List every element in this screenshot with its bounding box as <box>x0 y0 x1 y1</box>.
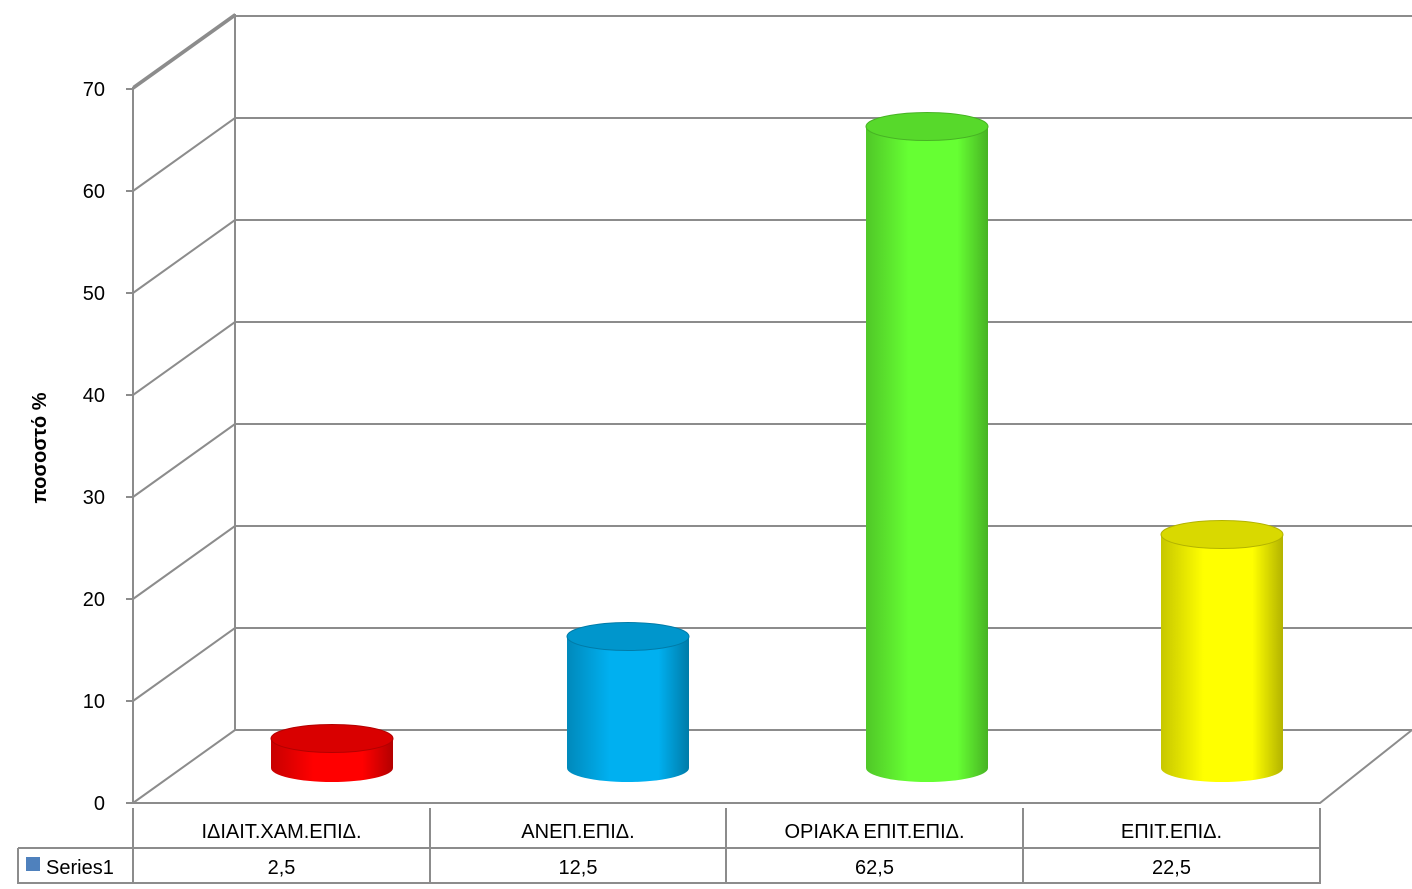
legend-swatch <box>26 857 40 871</box>
y-tick-label: 30 <box>83 487 105 509</box>
bar-1 <box>270 724 394 782</box>
y-tick-label: 50 <box>83 283 105 305</box>
data-table-value: 12,5 <box>559 857 598 879</box>
gridline <box>132 15 1412 90</box>
data-table-value: 2,5 <box>268 857 296 879</box>
bar-top <box>1160 520 1284 549</box>
y-axis-ticks: 0 10 20 30 40 50 60 70 <box>83 79 133 815</box>
floor <box>129 729 1412 804</box>
bar-body <box>866 126 988 782</box>
x-category-label: ΙΔΙΑΙΤ.ΧΑΜ.ΕΠΙΔ. <box>201 821 361 843</box>
x-category-label: ΕΠΙΤ.ΕΠΙΔ. <box>1121 821 1222 843</box>
gridline <box>132 117 1412 192</box>
gridline <box>132 627 1412 702</box>
side-wall-top-edge <box>132 13 236 88</box>
y-tick-label: 20 <box>83 589 105 611</box>
y-tick-label: 70 <box>83 79 105 101</box>
bar-body <box>567 636 689 782</box>
bar-3 <box>865 112 989 782</box>
bars <box>270 112 1284 782</box>
data-table-value: 22,5 <box>1152 857 1191 879</box>
bar-top <box>270 724 394 753</box>
bar-4 <box>1160 520 1284 782</box>
gridline <box>132 321 1412 396</box>
legend-series-name: Series1 <box>46 857 114 879</box>
y-tick-label: 0 <box>94 793 105 815</box>
bar-top <box>865 112 989 141</box>
bar-2 <box>566 622 690 782</box>
y-tick-label: 60 <box>83 181 105 203</box>
gridline <box>132 219 1412 294</box>
x-category-label: ΑΝΕΠ.ΕΠΙΔ. <box>521 821 634 843</box>
y-tick-label: 40 <box>83 385 105 407</box>
bar-top <box>566 622 690 651</box>
chart-walls <box>129 13 1412 804</box>
gridline <box>132 525 1412 600</box>
data-table: ΙΔΙΑΙΤ.ΧΑΜ.ΕΠΙΔ. 2,5 ΑΝΕΠ.ΕΠΙΔ. 12,5 ΟΡΙΑΚΑ … <box>17 808 1321 884</box>
gridline <box>132 423 1412 498</box>
gridlines <box>132 15 1412 702</box>
data-table-value: 62,5 <box>855 857 894 879</box>
bar-body <box>1161 534 1283 782</box>
y-axis-label: ποσοστό % <box>29 392 51 503</box>
x-category-label: ΟΡΙΑΚΑ ΕΠΙΤ.ΕΠΙΔ. <box>784 821 964 843</box>
y-tick-label: 10 <box>83 691 105 713</box>
